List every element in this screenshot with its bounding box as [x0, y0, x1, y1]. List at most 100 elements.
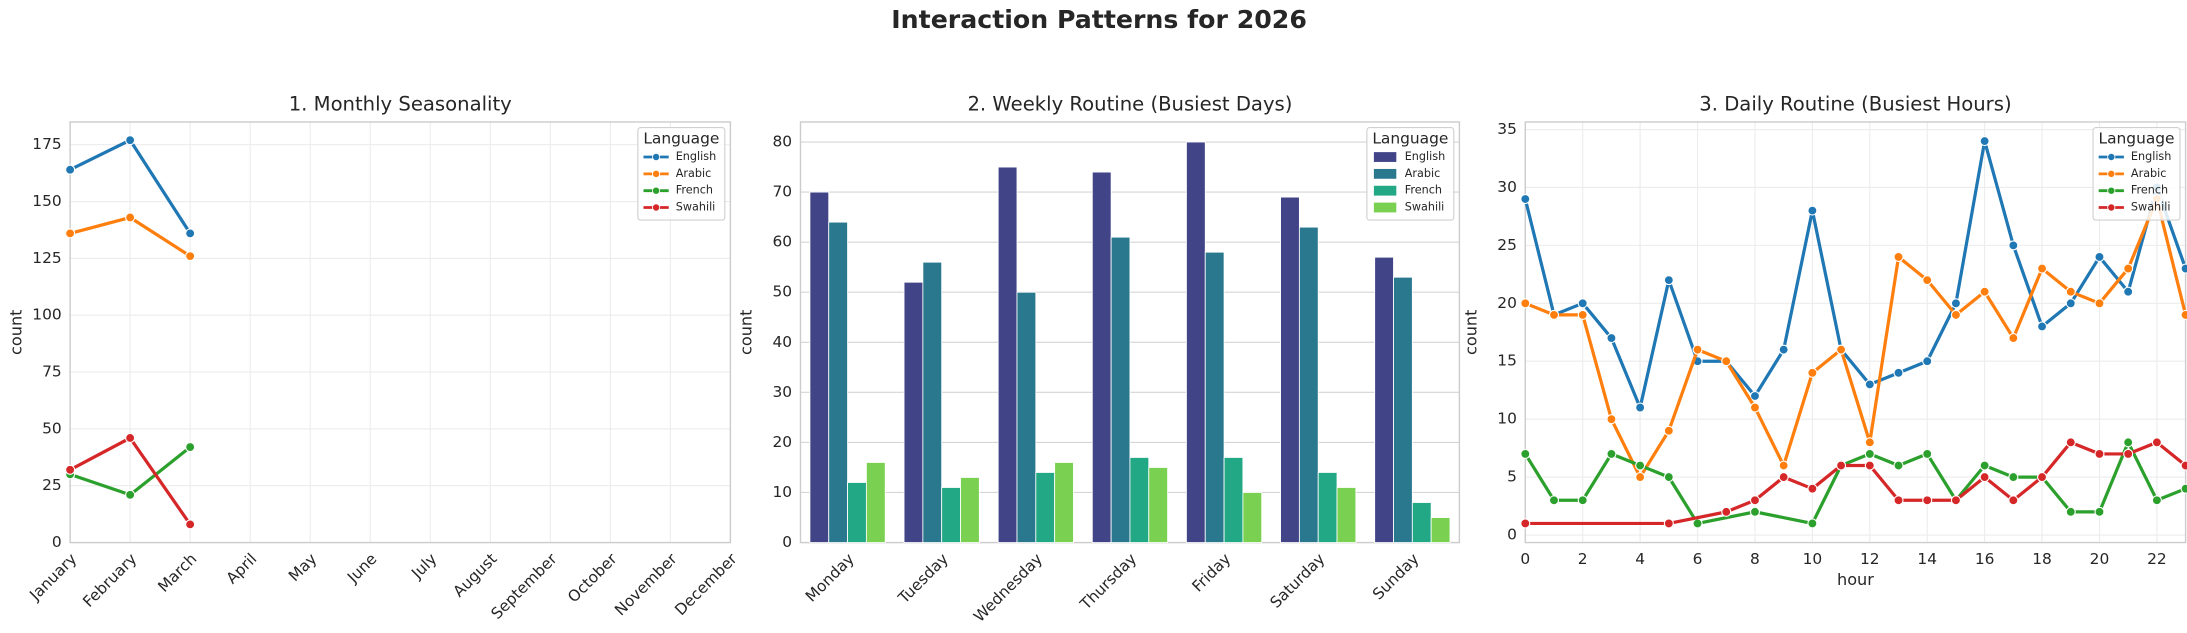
data-point — [1749, 495, 1761, 506]
bar — [1242, 492, 1263, 543]
data-point — [1663, 472, 1674, 483]
data-point — [1922, 448, 1933, 459]
data-point — [1836, 344, 1847, 355]
data-point — [1721, 356, 1732, 367]
x-tick-label: Sunday — [1369, 550, 1422, 603]
data-point — [125, 432, 136, 444]
y-tick-label: 125 — [32, 249, 61, 267]
x-tick-label: Wednesday — [970, 550, 1046, 626]
legend-title: Language — [2099, 129, 2175, 147]
x-tick-label: 20 — [2090, 550, 2110, 568]
y-tick-label: 5 — [1507, 468, 1517, 486]
legend-label: French — [2131, 184, 2168, 197]
y-tick-label: 25 — [42, 476, 62, 494]
x-tick-label: 12 — [1860, 550, 1880, 568]
data-point — [1922, 275, 1933, 286]
series-line — [1523, 440, 2187, 526]
subplot: 0 25 50 75 100 125 150 175 January February March A… — [6, 93, 741, 623]
x-tick-label: 10 — [1803, 550, 1823, 568]
legend-label: Swahili — [676, 201, 716, 214]
data-point — [185, 442, 196, 453]
x-tick-label: 18 — [2032, 550, 2052, 568]
data-point — [1807, 518, 1818, 529]
data-point — [1893, 460, 1904, 471]
bar — [903, 281, 924, 543]
legend-title: Language — [643, 129, 719, 147]
data-point — [2065, 506, 2076, 517]
bar — [1204, 251, 1225, 543]
legend-label: Swahili — [2131, 201, 2171, 214]
y-axis-label: count — [737, 310, 756, 355]
data-point — [1778, 460, 1789, 471]
legend-label: French — [1405, 184, 1442, 197]
x-tick-label: 14 — [1917, 550, 1937, 568]
y-tick-label: 20 — [772, 433, 792, 451]
data-point — [2180, 460, 2187, 471]
subplot-title: 1. Monthly Seasonality — [289, 93, 512, 116]
y-tick-label: 0 — [52, 533, 62, 551]
data-point — [1807, 205, 1818, 216]
bar — [847, 482, 867, 543]
y-tick-label: 50 — [772, 283, 792, 301]
data-point — [1749, 506, 1761, 517]
bar — [1148, 467, 1169, 543]
data-point — [1577, 298, 1588, 309]
data-point — [1979, 460, 1990, 471]
x-tick-label: October — [564, 549, 621, 606]
y-tick-label: 30 — [772, 383, 792, 401]
data-point — [2123, 437, 2134, 448]
data-point — [1950, 495, 1961, 506]
y-tick-label: 10 — [1497, 410, 1517, 428]
bar — [1054, 462, 1074, 543]
legend-label: Arabic — [676, 167, 712, 180]
bar — [922, 261, 943, 543]
data-point — [1807, 483, 1818, 494]
data-point — [1606, 333, 1617, 344]
y-tick-label: 150 — [32, 192, 61, 210]
data-point — [1663, 425, 1674, 436]
y-tick-label: 70 — [772, 183, 792, 201]
x-tick-label: July — [407, 550, 440, 583]
data-point — [1893, 251, 1904, 263]
bar — [1110, 236, 1131, 543]
data-point — [1979, 472, 1990, 483]
legend-marker — [652, 169, 661, 178]
data-point — [2037, 321, 2048, 332]
subplot-title: 2. Weekly Routine (Busiest Days) — [967, 93, 1292, 116]
y-tick-label: 100 — [32, 306, 61, 324]
plot-area — [1525, 121, 2186, 543]
legend-box — [2092, 127, 2181, 221]
data-point — [2094, 251, 2105, 263]
data-point — [185, 519, 196, 530]
data-point — [2008, 495, 2019, 506]
legend-box — [1366, 127, 1455, 221]
data-point — [2151, 495, 2162, 506]
data-point — [2037, 472, 2048, 483]
legend-marker — [652, 203, 661, 212]
data-point — [1864, 448, 1875, 459]
bar — [828, 221, 848, 543]
y-tick-label: 15 — [1497, 352, 1517, 370]
bar — [1091, 171, 1112, 543]
data-point — [1548, 309, 1560, 320]
data-point — [2094, 298, 2105, 309]
data-point — [1721, 506, 1732, 517]
data-point — [2065, 286, 2076, 297]
x-tick-label: Monday — [802, 550, 858, 606]
data-point — [2123, 263, 2134, 274]
data-point — [125, 489, 136, 500]
data-point — [1836, 460, 1847, 471]
legend-label: French — [676, 184, 713, 197]
data-point — [1548, 495, 1560, 506]
y-tick-label: 30 — [1497, 178, 1517, 196]
x-tick-label: 0 — [1520, 550, 1530, 568]
data-point — [1979, 286, 1990, 297]
data-point — [65, 464, 76, 475]
data-point — [1778, 344, 1789, 355]
legend-label: Arabic — [1405, 167, 1441, 180]
data-point — [2008, 333, 2019, 344]
x-axis-label: hour — [1837, 570, 1874, 589]
data-point — [1577, 495, 1588, 506]
x-tick-label: Saturday — [1267, 550, 1329, 612]
